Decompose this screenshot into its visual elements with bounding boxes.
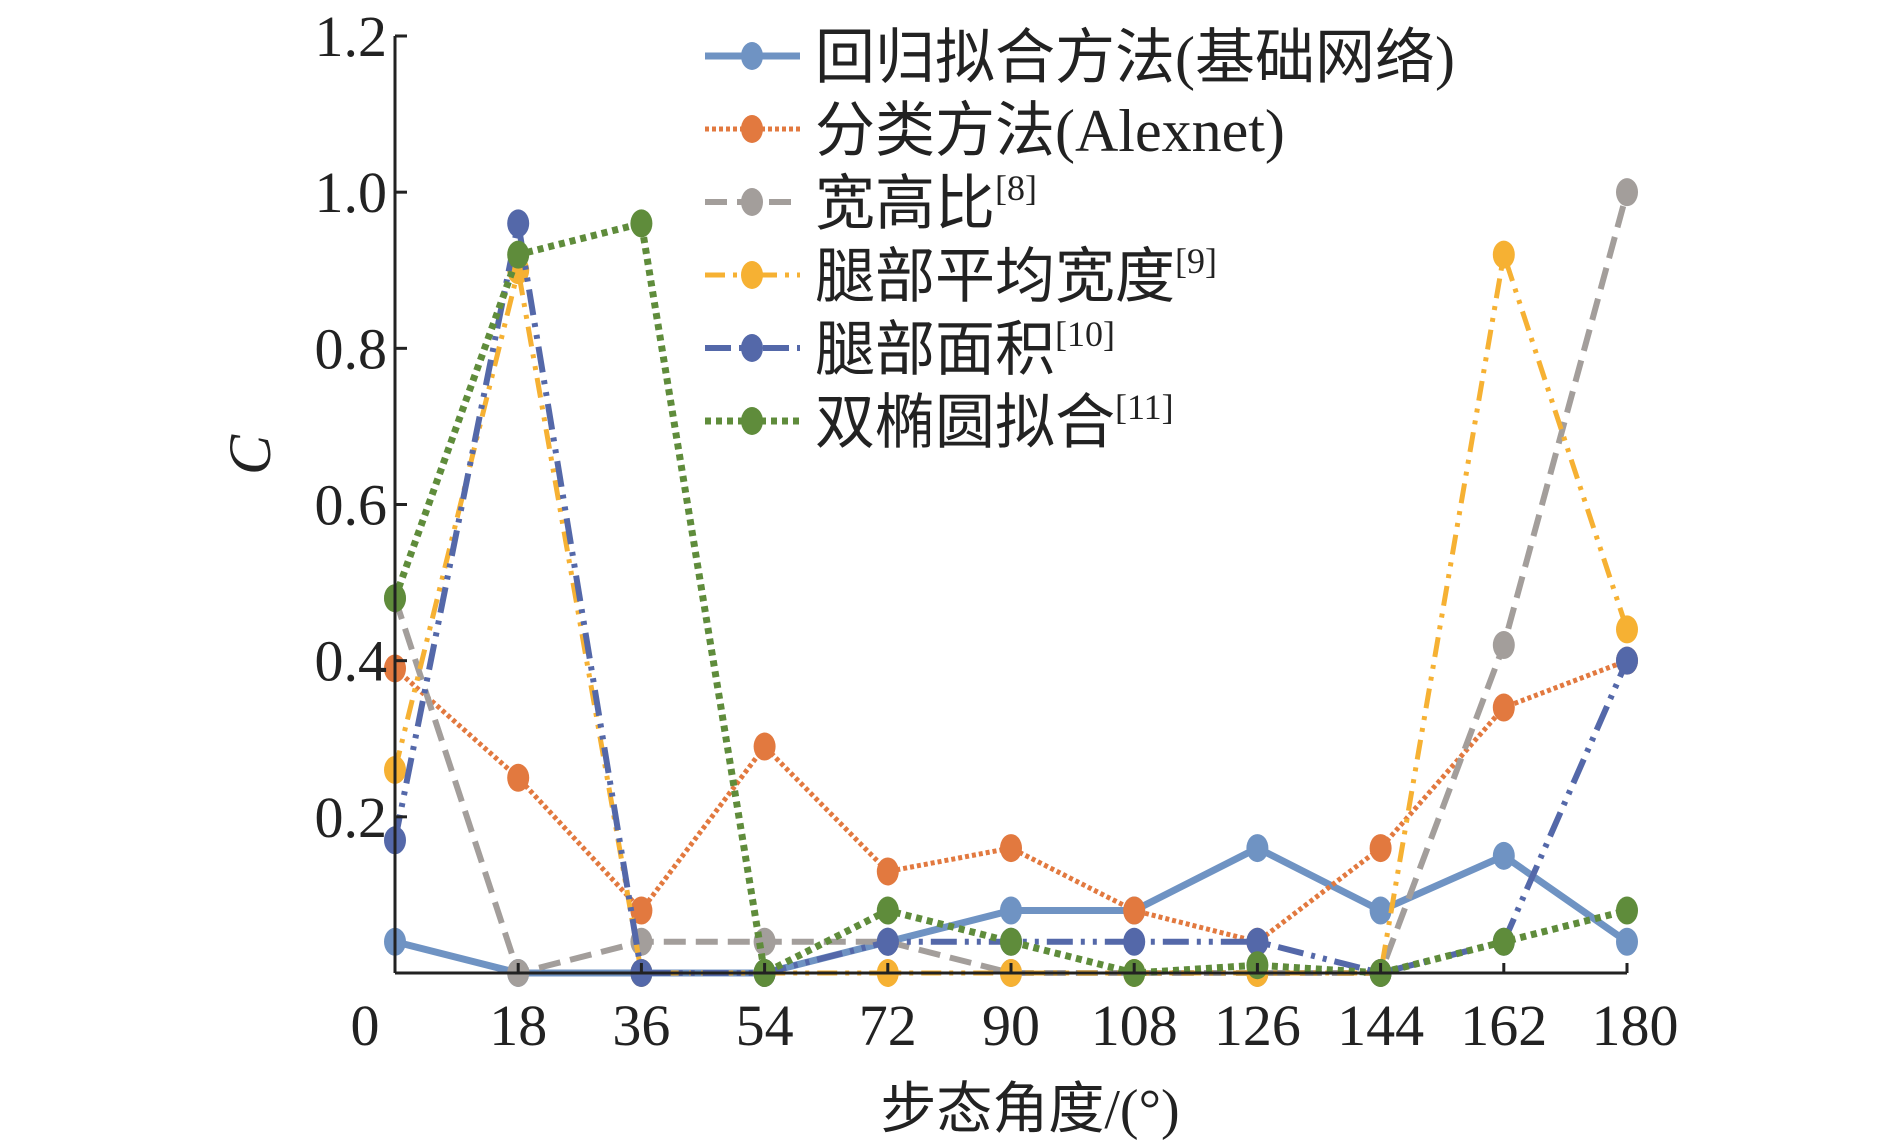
x-tick-label: 0 [351, 993, 380, 1058]
data-point [1492, 693, 1515, 722]
y-axis-label: C [217, 434, 283, 475]
legend-marker [741, 407, 763, 435]
x-tick-label: 180 [1592, 993, 1679, 1058]
legend-marker [741, 42, 763, 70]
y-tick-label: 0.4 [315, 629, 388, 694]
legend-label-text: 腿部平均宽度 [815, 244, 1175, 310]
data-point [1616, 927, 1638, 956]
legend-item: 分类方法(Alexnet) [705, 98, 1285, 164]
data-point [1369, 896, 1392, 925]
data-point [1246, 927, 1269, 956]
legend-label-citation: [8] [995, 168, 1037, 208]
legend-label-text: 分类方法(Alexnet) [815, 98, 1285, 164]
data-point [630, 896, 653, 925]
legend-label-citation: [9] [1175, 241, 1217, 281]
data-point [876, 896, 899, 925]
legend-marker [741, 115, 763, 143]
data-point [753, 732, 776, 761]
x-tick-label: 144 [1337, 993, 1424, 1058]
x-tick-label: 54 [736, 993, 794, 1058]
legend-label-text: 回归拟合方法(基础网络) [815, 25, 1455, 91]
data-point [876, 927, 899, 956]
data-point [876, 857, 899, 886]
x-tick-label: 162 [1460, 993, 1547, 1058]
data-point [507, 209, 530, 238]
data-point [1492, 240, 1515, 269]
y-tick-label: 0.2 [315, 785, 388, 850]
data-point [1000, 896, 1022, 925]
legend-label: 双椭圆拟合[11] [815, 387, 1174, 456]
y-tick-label: 0.8 [315, 316, 388, 381]
legend-label-citation: [10] [1055, 314, 1115, 354]
x-tick-label: 36 [612, 993, 670, 1058]
legend-label-citation: [11] [1115, 387, 1174, 427]
data-point [1000, 834, 1022, 863]
legend-marker [741, 334, 763, 362]
data-point [1246, 834, 1269, 863]
x-axis-label: 步态角度/(°) [880, 1079, 1179, 1141]
legend: 回归拟合方法(基础网络)分类方法(Alexnet)宽高比[8]腿部平均宽度[9]… [705, 25, 1455, 456]
legend-label: 宽高比[8] [815, 168, 1037, 237]
legend-label-text: 宽高比 [815, 171, 995, 237]
x-tick-label: 72 [859, 993, 917, 1058]
data-point [1616, 896, 1638, 925]
data-point [1616, 646, 1638, 675]
legend-label: 回归拟合方法(基础网络) [815, 25, 1455, 91]
data-point [507, 240, 530, 269]
data-point [1492, 631, 1515, 660]
data-point [1123, 896, 1146, 925]
legend-marker [741, 261, 763, 289]
x-tick-label: 126 [1214, 993, 1301, 1058]
series-5 [384, 209, 1638, 987]
x-tick-label: 90 [982, 993, 1040, 1058]
series-line [392, 191, 1630, 977]
legend-label: 腿部平均宽度[9] [815, 241, 1217, 310]
legend-item: 回归拟合方法(基础网络) [705, 25, 1455, 91]
legend-label-text: 双椭圆拟合 [815, 390, 1115, 456]
legend-label: 腿部面积[10] [815, 314, 1115, 383]
data-point [1492, 927, 1515, 956]
data-point [1369, 834, 1392, 863]
data-point [1616, 178, 1638, 207]
y-tick-label: 1.2 [315, 4, 388, 69]
data-point [630, 209, 653, 238]
legend-item: 腿部面积[10] [705, 314, 1115, 383]
legend-marker [741, 188, 763, 216]
legend-label: 分类方法(Alexnet) [815, 98, 1285, 164]
data-point [1000, 927, 1022, 956]
data-point [1123, 927, 1146, 956]
data-point [1492, 841, 1515, 870]
legend-item: 宽高比[8] [705, 168, 1037, 237]
legend-item: 双椭圆拟合[11] [705, 387, 1174, 456]
x-tick-label: 108 [1091, 993, 1178, 1058]
legend-item: 腿部平均宽度[9] [705, 241, 1217, 310]
y-tick-label: 1.0 [315, 160, 388, 225]
data-point [1616, 615, 1638, 644]
data-point [507, 763, 530, 792]
ticks: 0.2 0.4 0.6 0.8 1.0 1.2 0 18 36 54 72 90 108 126 144 16… [315, 4, 1679, 1058]
x-tick-label: 18 [489, 993, 547, 1058]
legend-label-text: 腿部面积 [815, 317, 1055, 383]
y-tick-label: 0.6 [315, 473, 388, 538]
